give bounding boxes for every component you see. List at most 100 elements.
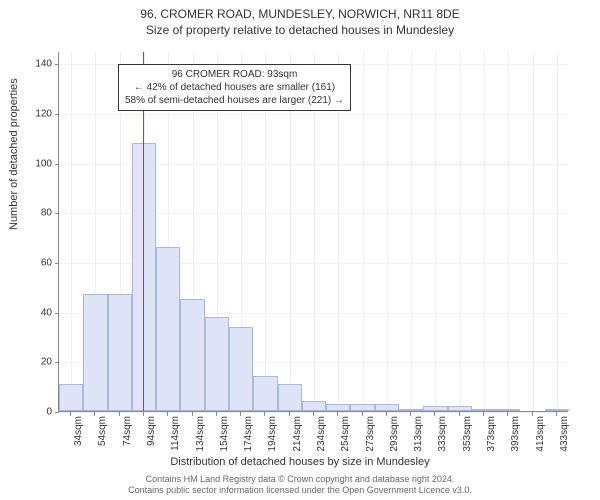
title-line-subtitle: Size of property relative to detached ho… — [0, 22, 600, 38]
xtick-mark — [362, 412, 363, 416]
ytick-mark — [55, 114, 59, 115]
xtick-label: 134sqm — [195, 416, 206, 452]
ytick-label: 20 — [22, 357, 52, 368]
gridline-v — [411, 52, 412, 411]
histogram-bar — [350, 404, 374, 411]
xtick-label: 174sqm — [243, 416, 254, 452]
xtick-mark — [289, 412, 290, 416]
xtick-mark — [143, 412, 144, 416]
gridline-v — [533, 52, 534, 411]
xtick-label: 114sqm — [170, 416, 181, 451]
ytick-mark — [55, 164, 59, 165]
ytick-label: 80 — [22, 208, 52, 219]
histogram-bar — [448, 406, 472, 411]
y-axis-label: Number of detached properties — [8, 78, 20, 230]
histogram-bar — [229, 327, 253, 411]
ytick-mark — [55, 362, 59, 363]
xtick-label: 273sqm — [365, 416, 376, 452]
xtick-mark — [94, 412, 95, 416]
xtick-label: 94sqm — [146, 416, 157, 446]
histogram-bar — [278, 384, 302, 411]
ytick-mark — [55, 263, 59, 264]
xtick-label: 214sqm — [292, 416, 303, 452]
ytick-mark — [55, 412, 59, 413]
ytick-mark — [55, 64, 59, 65]
gridline-v — [460, 52, 461, 411]
histogram-bar — [83, 294, 107, 411]
histogram-bar — [472, 409, 496, 411]
chart-title-block: 96, CROMER ROAD, MUNDESLEY, NORWICH, NR1… — [0, 0, 600, 38]
histogram-bar — [205, 317, 229, 411]
xtick-label: 393sqm — [510, 416, 521, 452]
credit-line1: Contains HM Land Registry data © Crown c… — [0, 474, 600, 485]
gridline-v — [363, 52, 364, 411]
xtick-mark — [119, 412, 120, 416]
ytick-label: 40 — [22, 307, 52, 318]
xtick-mark — [167, 412, 168, 416]
annotation-box: 96 CROMER ROAD: 93sqm ← 42% of detached … — [118, 64, 351, 111]
xtick-label: 54sqm — [97, 416, 108, 446]
ytick-label: 0 — [22, 407, 52, 418]
annotation-line3: 58% of semi-detached houses are larger (… — [125, 94, 344, 107]
ytick-label: 100 — [22, 158, 52, 169]
ytick-label: 60 — [22, 258, 52, 269]
gridline-v — [387, 52, 388, 411]
xtick-mark — [216, 412, 217, 416]
ytick-mark — [55, 313, 59, 314]
xtick-label: 413sqm — [535, 416, 546, 452]
xtick-label: 234sqm — [316, 416, 327, 452]
xtick-mark — [264, 412, 265, 416]
histogram-bar — [253, 376, 277, 411]
x-axis-label: Distribution of detached houses by size … — [0, 456, 600, 468]
histogram-bar — [545, 409, 569, 411]
xtick-label: 333sqm — [437, 416, 448, 452]
chart-area: 96 CROMER ROAD: 93sqm ← 42% of detached … — [58, 52, 568, 412]
xtick-label: 313sqm — [413, 416, 424, 452]
xtick-mark — [459, 412, 460, 416]
xtick-mark — [434, 412, 435, 416]
histogram-bar — [180, 299, 204, 411]
histogram-bar — [375, 404, 399, 411]
gridline-v — [508, 52, 509, 411]
xtick-mark — [532, 412, 533, 416]
xtick-mark — [410, 412, 411, 416]
title-line-address: 96, CROMER ROAD, MUNDESLEY, NORWICH, NR1… — [0, 6, 600, 22]
xtick-label: 154sqm — [219, 416, 230, 452]
xtick-mark — [337, 412, 338, 416]
histogram-bar — [423, 406, 447, 411]
histogram-bar — [326, 404, 350, 411]
histogram-bar — [132, 143, 156, 411]
histogram-bar — [108, 294, 132, 411]
histogram-bar — [399, 409, 423, 411]
xtick-mark — [483, 412, 484, 416]
xtick-label: 254sqm — [340, 416, 351, 452]
credit-line2: Contains public sector information licen… — [0, 485, 600, 496]
xtick-label: 373sqm — [486, 416, 497, 452]
histogram-bar — [496, 409, 520, 411]
gridline-v — [557, 52, 558, 411]
ytick-label: 120 — [22, 109, 52, 120]
ytick-label: 140 — [22, 59, 52, 70]
annotation-line1: 96 CROMER ROAD: 93sqm — [125, 68, 344, 81]
xtick-label: 293sqm — [389, 416, 400, 452]
xtick-mark — [556, 412, 557, 416]
xtick-label: 433sqm — [559, 416, 570, 452]
xtick-label: 194sqm — [267, 416, 278, 452]
gridline-v — [484, 52, 485, 411]
histogram-bar — [302, 401, 326, 411]
histogram-bar — [59, 384, 83, 411]
gridline-v — [435, 52, 436, 411]
gridline-v — [71, 52, 72, 411]
xtick-label: 353sqm — [462, 416, 473, 452]
xtick-label: 34sqm — [73, 416, 84, 446]
credits-block: Contains HM Land Registry data © Crown c… — [0, 474, 600, 496]
annotation-line2: ← 42% of detached houses are smaller (16… — [125, 81, 344, 94]
xtick-label: 74sqm — [122, 416, 133, 446]
xtick-mark — [507, 412, 508, 416]
xtick-mark — [313, 412, 314, 416]
xtick-mark — [240, 412, 241, 416]
xtick-mark — [70, 412, 71, 416]
ytick-mark — [55, 213, 59, 214]
histogram-bar — [156, 247, 180, 411]
xtick-mark — [386, 412, 387, 416]
